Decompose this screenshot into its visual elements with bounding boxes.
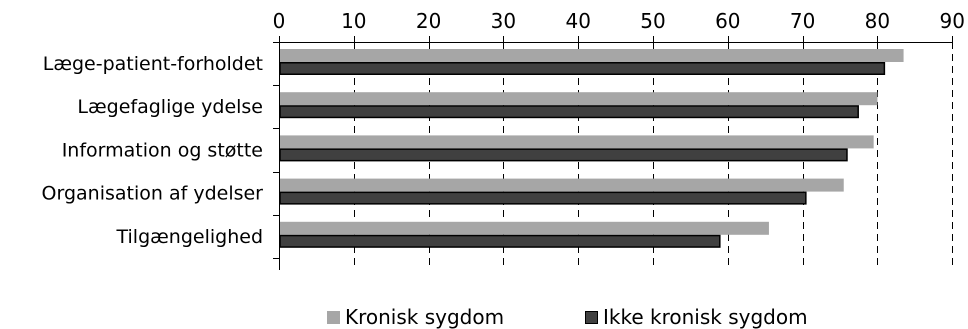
x-tick-label-90: 90 (939, 9, 964, 33)
x-tick-label-10: 10 (341, 9, 366, 33)
bar-series-2-5 (279, 234, 721, 248)
category-labels: Læge-patient-forholdet Lægefaglige ydelse… (42, 53, 264, 248)
x-tick-label-70: 70 (790, 9, 815, 33)
bar-series-1-5 (280, 221, 769, 235)
bar-series-1-1 (280, 49, 904, 62)
bar-chart: 0 10 20 30 40 50 60 70 80 90 Læge-patient-forhold… (42, 9, 965, 270)
legend-swatch-series-2 (585, 310, 598, 324)
bar-series-1-4 (280, 178, 844, 192)
x-tick-label-20: 20 (416, 9, 441, 33)
x-tick-labels: 0 10 20 30 40 50 60 70 80 90 (273, 9, 965, 33)
category-label-3: Information og støtte (62, 139, 263, 161)
bar-series-1-2 (280, 92, 878, 106)
legend-item-series-1: Kronisk sygdom (327, 305, 504, 329)
legend-swatch-series-1 (327, 310, 340, 324)
x-tick-label-30: 30 (491, 9, 516, 33)
category-label-4: Organisation af ydelser (42, 183, 264, 205)
x-tick-label-60: 60 (715, 9, 740, 33)
x-tick-label-0: 0 (273, 9, 286, 33)
bars (279, 49, 904, 248)
bar-series-2-1 (279, 62, 886, 75)
legend-item-series-2: Ikke kronisk sygdom (585, 305, 808, 329)
bar-series-2-4 (279, 191, 807, 205)
x-tick-label-80: 80 (865, 9, 890, 33)
x-tick-label-40: 40 (565, 9, 590, 33)
legend-label-series-1: Kronisk sygdom (345, 305, 505, 329)
axes (273, 36, 953, 270)
x-tick-label-50: 50 (640, 9, 665, 33)
bar-series-2-2 (279, 105, 859, 119)
category-label-2: Lægefaglige ydelse (77, 96, 263, 118)
legend: Kronisk sygdom Ikke kronisk sygdom (0, 305, 968, 329)
legend-label-series-2: Ikke kronisk sygdom (603, 305, 808, 329)
category-label-5: Tilgængelighed (116, 226, 264, 248)
category-label-1: Læge-patient-forholdet (43, 53, 263, 75)
bar-series-1-3 (280, 135, 874, 149)
bar-series-2-3 (279, 148, 848, 162)
